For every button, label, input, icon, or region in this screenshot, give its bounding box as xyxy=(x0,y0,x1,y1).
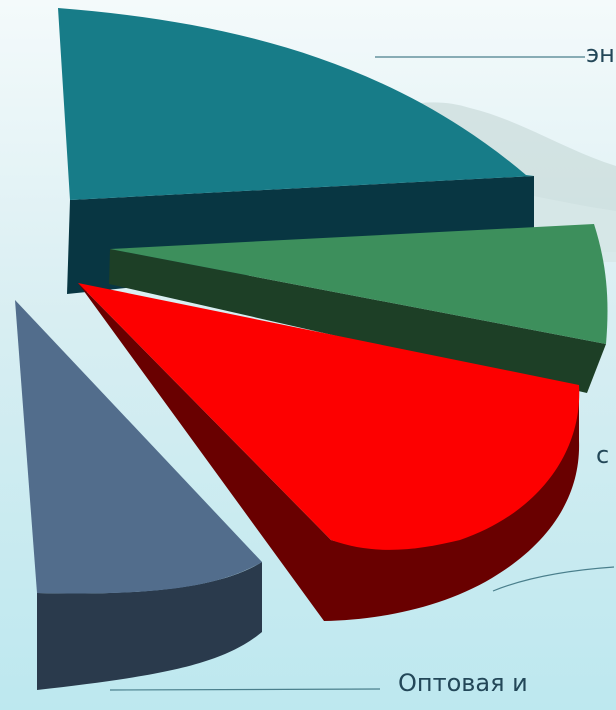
pie-slice-side-2 xyxy=(109,249,606,393)
leader-lines xyxy=(109,56,615,691)
leader-line-right xyxy=(492,566,615,592)
slice-label-top: эн xyxy=(586,40,615,68)
pie-slice-4 xyxy=(15,300,262,690)
leader-line-bottom xyxy=(109,688,381,691)
pie-slice-top-2 xyxy=(110,224,608,344)
pie-slice-3 xyxy=(78,283,580,621)
pie-slices xyxy=(15,8,608,690)
slice-label-mid-right: с xyxy=(596,441,609,469)
pie-slice-top-1 xyxy=(58,8,534,200)
slice-label-bottom: Оптовая и xyxy=(398,669,528,697)
pie-slice-2 xyxy=(109,224,608,393)
pie-slice-top-4 xyxy=(15,300,262,594)
pie-slice-side-4 xyxy=(37,562,262,690)
pie-slice-top-3 xyxy=(78,283,580,550)
